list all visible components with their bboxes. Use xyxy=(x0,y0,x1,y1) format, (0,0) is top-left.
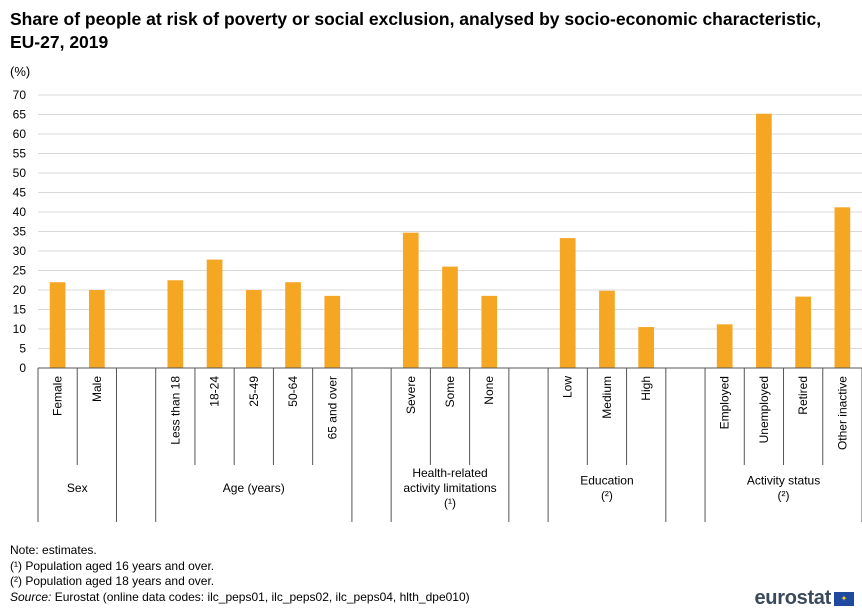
group-label-line: Health-related xyxy=(412,466,487,480)
category-label: Severe xyxy=(404,376,418,414)
footnote-1: (¹) Population aged 16 years and over. xyxy=(10,558,215,573)
category-label: Female xyxy=(51,376,65,416)
bar xyxy=(638,327,655,368)
category-label: 18-24 xyxy=(208,376,222,407)
category-label: 50-64 xyxy=(286,376,300,407)
group-label-line: Activity status xyxy=(747,474,820,488)
bar xyxy=(599,290,615,368)
y-tick-label: 60 xyxy=(13,127,27,141)
y-tick-label: 25 xyxy=(13,264,27,278)
y-tick-label: 15 xyxy=(13,303,27,317)
category-label: 65 and over xyxy=(325,376,339,439)
bar xyxy=(245,290,262,368)
group-label: Sex xyxy=(67,481,88,495)
source-label: Source: xyxy=(10,589,52,604)
source-line: Source: Eurostat (online data codes: ilc… xyxy=(10,590,470,606)
footnotes: Note: estimates. (¹) Population aged 16 … xyxy=(10,543,470,605)
bar xyxy=(402,232,419,368)
bar xyxy=(756,113,772,368)
group-label-line: Age (years) xyxy=(223,481,285,495)
y-tick-label: 70 xyxy=(13,88,27,102)
category-label: Unemployed xyxy=(757,376,771,443)
group-label-line: (¹) xyxy=(444,496,456,510)
category-label: Other inactive xyxy=(835,376,849,450)
bar xyxy=(167,280,184,368)
bar xyxy=(795,296,811,368)
group-label-line: (²) xyxy=(778,489,790,503)
category-label: Male xyxy=(90,376,104,402)
bar xyxy=(481,295,498,368)
bar xyxy=(285,282,301,368)
footnote-2: (²) Population aged 18 years and over. xyxy=(10,574,215,588)
category-label: Less than 18 xyxy=(168,376,182,445)
y-tick-label: 55 xyxy=(13,147,27,161)
y-tick-label: 45 xyxy=(13,186,27,200)
group-label-line: activity limitations xyxy=(403,481,496,495)
y-tick-label: 10 xyxy=(13,322,27,336)
bar xyxy=(89,290,105,368)
y-tick-label: 65 xyxy=(13,108,27,122)
y-tick-label: 40 xyxy=(13,205,27,219)
y-tick-label: 20 xyxy=(13,283,27,297)
bar xyxy=(716,324,733,368)
category-label: High xyxy=(639,376,653,401)
y-axis-unit-label: (%) xyxy=(10,64,31,79)
bar xyxy=(49,282,66,368)
category-label: Some xyxy=(443,376,457,408)
group-label: Activity status (²) xyxy=(747,474,820,503)
y-tick-label: 0 xyxy=(19,361,26,375)
bar xyxy=(442,266,458,368)
y-tick-label: 30 xyxy=(13,244,27,258)
bar xyxy=(559,238,576,368)
group-label-line: Education xyxy=(580,474,633,488)
category-label: Medium xyxy=(600,376,614,419)
group-label: Education (²) xyxy=(580,474,633,503)
y-tick-label: 5 xyxy=(19,342,26,356)
group-label: Age (years) xyxy=(223,481,285,495)
y-tick-label: 35 xyxy=(13,225,27,239)
y-tick-label: 50 xyxy=(13,166,27,180)
bar xyxy=(206,259,223,368)
category-label: Retired xyxy=(796,376,810,415)
note-estimates: Note: estimates. xyxy=(10,543,97,557)
category-label: 25-49 xyxy=(247,376,261,407)
eurostat-logo: eurostat ✦ xyxy=(754,587,854,610)
eu-flag-icon: ✦ xyxy=(834,591,854,606)
bar-chart: 0 5 10 15 20 25 30 35 40 45 50 55 60 65 70 Female Male Le… xyxy=(13,88,862,522)
group-label-line: Sex xyxy=(67,481,88,495)
source-text: Eurostat (online data codes: ilc_peps01,… xyxy=(51,589,470,604)
category-label: Low xyxy=(561,376,575,398)
bar xyxy=(324,295,341,368)
category-label: Employed xyxy=(718,376,732,429)
logo-text: eurostat xyxy=(754,587,831,609)
category-label: None xyxy=(482,376,496,405)
group-label-line: (²) xyxy=(601,489,613,503)
bar xyxy=(834,207,851,368)
group-label: Health-related activity limitations (¹) xyxy=(403,466,496,510)
chart-title: Share of people at risk of poverty or so… xyxy=(10,9,822,52)
